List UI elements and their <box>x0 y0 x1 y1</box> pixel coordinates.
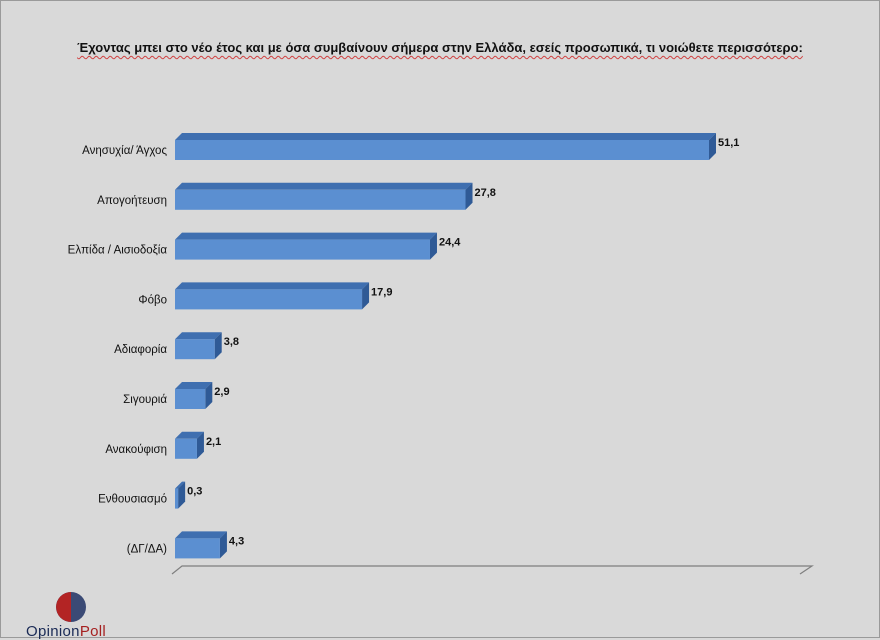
bar-top-face <box>175 531 227 539</box>
bar-side-face <box>205 382 213 409</box>
chart-title: Έχοντας μπει στο νέο έτος και με όσα συμ… <box>77 40 803 55</box>
bar <box>175 289 363 310</box>
bar-series: Ανησυχία/ Άγχος 51,1 Απογοήτευση 27,8 Ελπίδα… <box>68 133 739 559</box>
bar <box>175 140 709 160</box>
bar <box>175 488 179 509</box>
bar-group: (ΔΓ/ΔΑ) 4,3 <box>127 531 244 559</box>
bar-top-face <box>175 382 213 389</box>
category-label: Σιγουριά <box>123 394 167 406</box>
logo-text-suffix: Poll <box>79 623 107 640</box>
logo-text-prefix: Opinion <box>26 623 80 640</box>
value-label: 0,3 <box>187 486 202 498</box>
value-label: 17,9 <box>371 286 392 298</box>
bar-group: Απογοήτευση 27,8 <box>97 182 496 210</box>
value-label: 4,3 <box>229 535 244 547</box>
bar <box>175 538 220 559</box>
bar-top-face <box>175 133 716 140</box>
bar-group: Ενθουσιασμό 0,3 <box>98 481 202 509</box>
category-label: Απογοήτευση <box>97 195 167 207</box>
bar <box>175 389 206 409</box>
value-label: 3,8 <box>224 336 239 348</box>
value-label: 27,8 <box>475 187 496 199</box>
logo-circle-icon <box>56 592 86 622</box>
category-label: Φόβο <box>138 294 167 306</box>
bar <box>175 339 215 360</box>
bar-group: Ανακούφιση 2,1 <box>105 431 221 459</box>
category-label: Αδιαφορία <box>114 344 167 356</box>
category-label: (ΔΓ/ΔΑ) <box>127 543 167 555</box>
value-label: 24,4 <box>439 237 461 249</box>
category-label: Ενθουσιασμό <box>98 494 167 506</box>
bar-top-face <box>175 182 473 190</box>
bar-top-face <box>175 232 437 240</box>
chart-floor-outline <box>171 565 814 575</box>
value-label: 2,1 <box>206 436 221 448</box>
bar-top-face <box>175 332 222 340</box>
category-label: Ανησυχία/ Άγχος <box>82 145 167 157</box>
opinionpoll-logo: OpinionPoll <box>22 590 132 640</box>
bar-side-face <box>709 133 716 160</box>
logo-text: OpinionPoll <box>26 623 106 640</box>
bar-group: Ανησυχία/ Άγχος 51,1 <box>82 133 739 160</box>
value-label: 2,9 <box>214 386 229 398</box>
bar-side-face <box>196 431 204 459</box>
category-label: Ελπίδα / Αισιοδοξία <box>68 245 168 257</box>
bar-side-face <box>178 481 186 509</box>
bar <box>175 239 430 260</box>
bar-side-face <box>362 282 370 310</box>
bar-side-face <box>214 332 222 360</box>
bar-side-face <box>219 531 227 559</box>
bar <box>175 189 466 210</box>
bar-top-face <box>175 282 370 290</box>
bar-side-face <box>429 232 437 260</box>
bar-group: Αδιαφορία 3,8 <box>114 332 239 360</box>
category-label: Ανακούφιση <box>105 444 167 456</box>
chart-floor <box>171 565 814 575</box>
bar <box>175 438 197 459</box>
bar-group: Φόβο 17,9 <box>138 282 392 310</box>
bar-group: Ελπίδα / Αισιοδοξία 24,4 <box>68 232 461 260</box>
bar-group: Σιγουριά 2,9 <box>123 382 230 409</box>
bar-top-face <box>175 431 204 439</box>
bar-top-face <box>175 481 186 489</box>
bar-side-face <box>465 182 473 210</box>
value-label: 51,1 <box>718 137 739 149</box>
